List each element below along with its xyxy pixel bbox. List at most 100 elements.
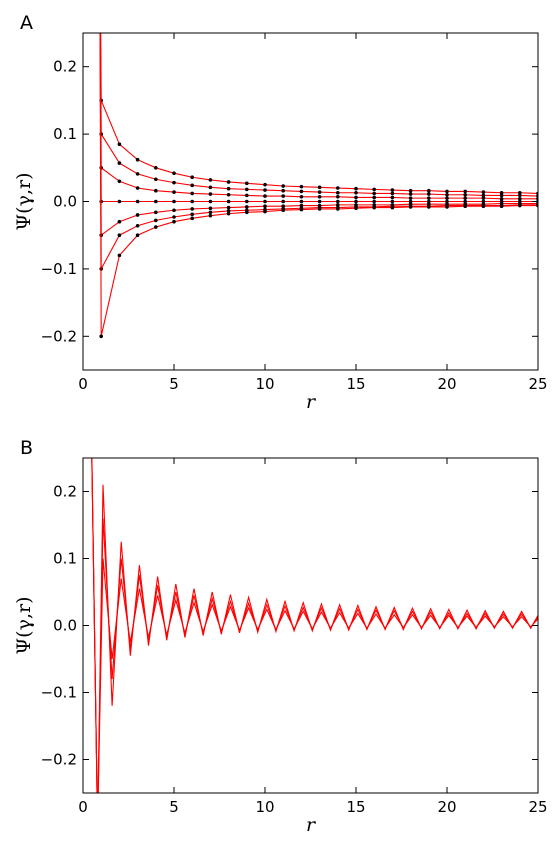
point (190, 175, 194, 180)
y-tick-label: 0.0 (53, 193, 77, 211)
point (481, 199, 486, 204)
point (299, 184, 304, 189)
point (226, 205, 231, 210)
point (154, 225, 158, 229)
x-tick-label: 25 (528, 798, 547, 816)
point (408, 196, 413, 200)
point (336, 194, 340, 199)
x-tick-label: 10 (255, 375, 274, 393)
point (336, 207, 340, 211)
point (372, 191, 377, 196)
point (154, 199, 158, 204)
x-tick-label: 0 (78, 375, 88, 393)
point (226, 209, 231, 213)
panel-label: A (20, 12, 33, 34)
point (281, 204, 286, 209)
point (172, 219, 176, 224)
y-tick-label: 0.2 (53, 483, 77, 501)
point (226, 211, 231, 216)
point (245, 181, 249, 186)
point (263, 204, 267, 209)
point (481, 193, 486, 198)
point (445, 199, 449, 204)
point (135, 172, 140, 176)
point (354, 206, 358, 211)
point (499, 190, 504, 195)
point (154, 188, 158, 193)
point (208, 178, 213, 182)
y-tick-label: 0.1 (53, 125, 77, 143)
point (390, 199, 395, 204)
point (354, 186, 358, 191)
curve (100, 33, 538, 194)
point (427, 205, 431, 209)
point (135, 213, 140, 217)
point (281, 184, 286, 188)
point (172, 208, 176, 213)
point (445, 192, 449, 197)
point (336, 190, 340, 195)
point (281, 199, 286, 204)
point (336, 186, 340, 190)
point (445, 205, 449, 209)
panel-label: B (20, 437, 33, 459)
point (481, 204, 486, 209)
point (263, 188, 267, 192)
point (226, 186, 231, 191)
point (281, 188, 286, 193)
point (117, 142, 122, 147)
point (190, 199, 194, 204)
y-tick-label: −0.1 (41, 260, 77, 278)
point (172, 199, 176, 204)
point (263, 194, 267, 198)
point (135, 223, 140, 228)
point (281, 194, 286, 198)
x-axis-label: r (306, 391, 317, 413)
point (463, 192, 468, 197)
point (172, 180, 176, 185)
point (372, 187, 377, 192)
point (135, 199, 140, 204)
curve (91, 458, 538, 793)
x-tick-label: 0 (78, 798, 88, 816)
curve (91, 458, 538, 793)
point (317, 194, 322, 199)
point (499, 197, 504, 201)
point (354, 199, 358, 204)
y-axis-label: Ψ(γ,r) (13, 597, 35, 655)
point (336, 199, 340, 204)
curve (99, 33, 538, 270)
point (518, 190, 522, 195)
point (390, 188, 395, 192)
point (172, 171, 176, 175)
point (226, 192, 231, 197)
point (208, 213, 213, 218)
point (463, 199, 468, 204)
point (408, 205, 413, 209)
point (299, 194, 304, 199)
x-tick-label: 20 (437, 798, 456, 816)
point (372, 199, 377, 204)
point (518, 203, 522, 208)
point (427, 199, 431, 204)
point (317, 199, 322, 204)
point (499, 193, 504, 198)
point (117, 233, 122, 237)
point (117, 219, 122, 224)
point (190, 212, 194, 217)
point (135, 186, 140, 190)
point (245, 210, 249, 215)
x-tick-label: 10 (255, 798, 274, 816)
point (117, 161, 122, 165)
point (427, 188, 431, 193)
point (445, 196, 449, 200)
x-tick-label: 5 (169, 798, 179, 816)
x-tick-label: 15 (346, 375, 365, 393)
point (317, 190, 322, 194)
point (427, 196, 431, 200)
curve (99, 33, 538, 203)
point (117, 253, 122, 258)
point (390, 191, 395, 196)
